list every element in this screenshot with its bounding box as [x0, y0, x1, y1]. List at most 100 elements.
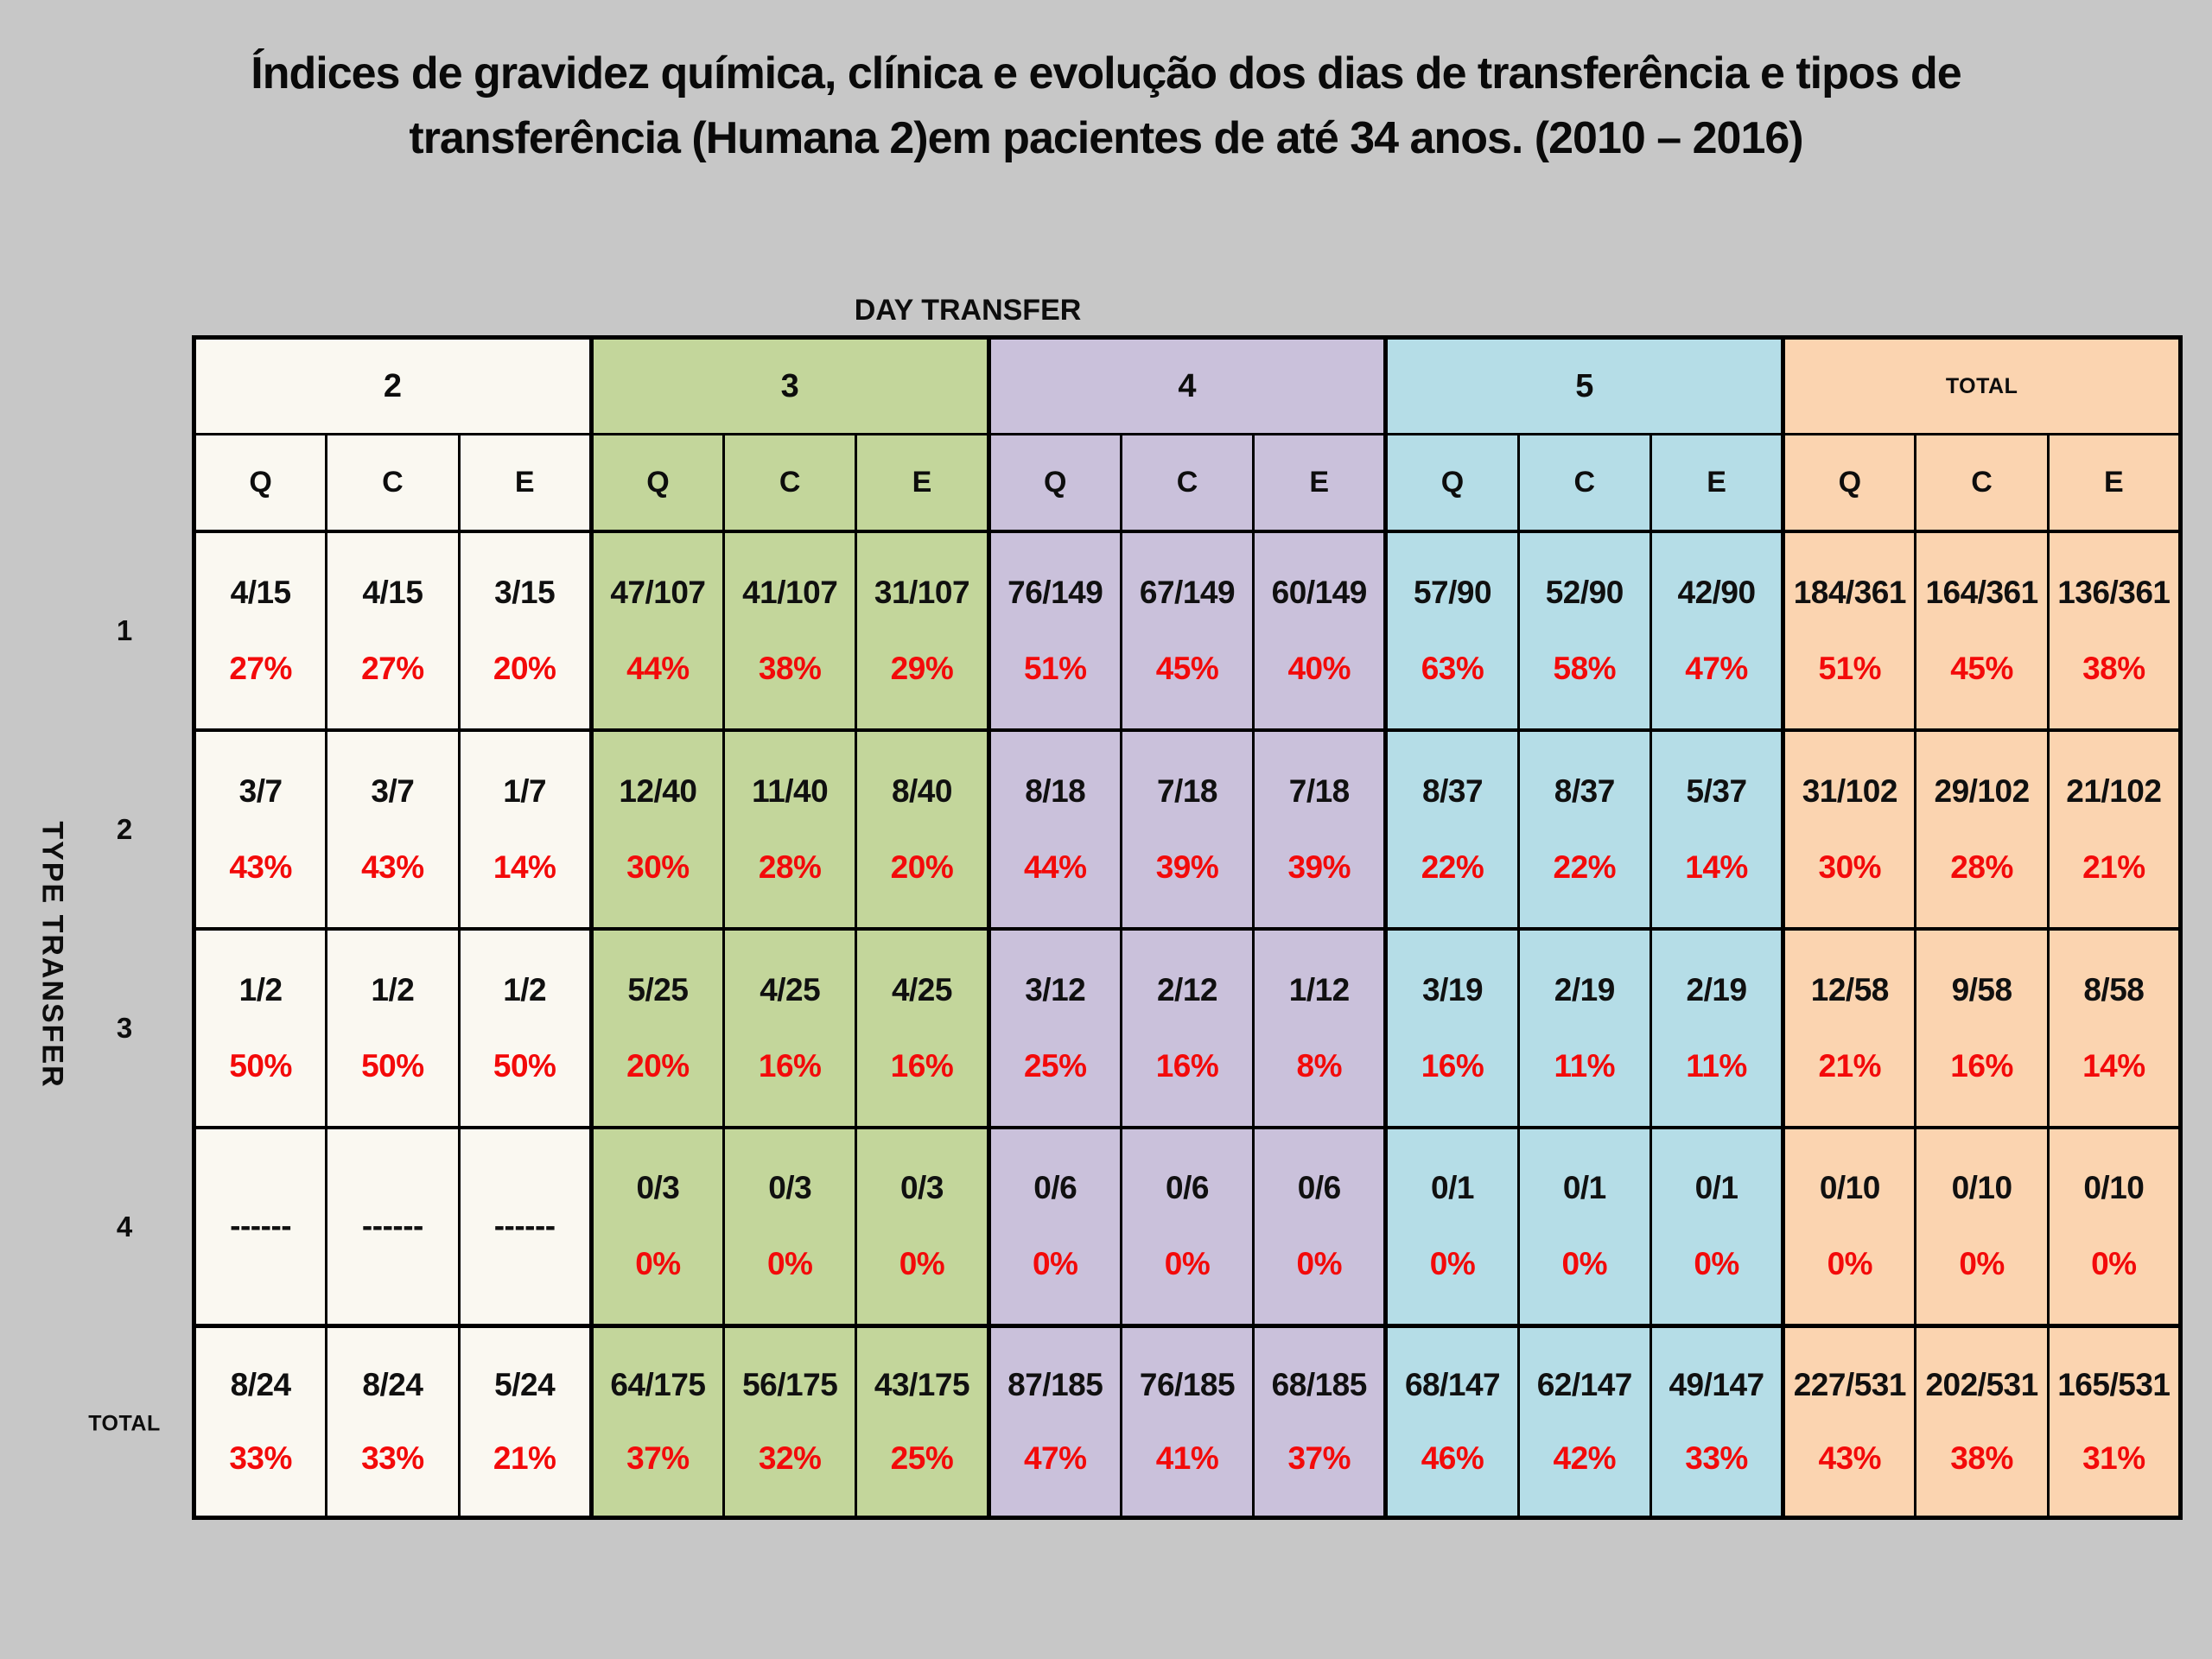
subcolumn-label: Q [1838, 465, 1862, 499]
table-row: 8/24 33% 8/24 33% 5/24 21% 64/175 37% 56/175 32% 4… [192, 1324, 2183, 1519]
pregnancy-rates-table: 2 3 4 5 TOTAL Q C E Q C E Q C E Q C E Q C E 4/15 27% 4/15 27%… [192, 335, 2183, 1520]
cell-percent: 38% [2082, 650, 2145, 686]
cell-fraction: 62/147 [1536, 1366, 1633, 1402]
cell-fraction: 0/6 [1033, 1170, 1077, 1206]
cell-percent: 37% [1287, 1440, 1351, 1477]
cell-fraction: 49/147 [1669, 1366, 1764, 1402]
cell-percent: 0% [1429, 1246, 1476, 1282]
cell-percent: 0% [1561, 1246, 1608, 1282]
subcolumn-header: Q [192, 433, 328, 532]
cell-content: 0/3 0% [594, 1130, 722, 1322]
cell-content: 0/6 0% [1122, 1130, 1252, 1322]
cell-fraction: ------ [230, 1208, 292, 1244]
cell-percent: 33% [1685, 1440, 1748, 1477]
cell-content: 0/3 0% [857, 1130, 986, 1322]
cell-fraction: 2/19 [1686, 971, 1748, 1007]
cell-content: 0/6 0% [991, 1130, 1120, 1322]
cell-percent: 63% [1421, 650, 1484, 686]
table-cell: 2/19 11% [1516, 926, 1652, 1128]
row-axis-label: TYPE TRANSFER [35, 821, 69, 1089]
cell-content: 31/107 29% [857, 535, 986, 727]
cell-percent: 14% [1685, 849, 1748, 885]
table-cell: 43/175 25% [855, 1324, 990, 1519]
subcolumn-label: E [1707, 465, 1726, 499]
table-cell: 3/19 16% [1383, 926, 1520, 1128]
cell-content: 1/2 50% [196, 932, 325, 1124]
subcolumn-header: E [2046, 433, 2183, 532]
cell-percent: 43% [1818, 1440, 1882, 1477]
cell-content: 227/531 43% [1785, 1330, 1914, 1515]
cell-content: 11/40 28% [725, 734, 855, 925]
cell-content: ------ [461, 1130, 589, 1322]
cell-fraction: ------ [493, 1208, 556, 1244]
cell-fraction: 1/2 [238, 971, 283, 1007]
cell-percent: 50% [361, 1047, 424, 1084]
cell-content: 8/58 14% [2050, 932, 2178, 1124]
cell-fraction: 57/90 [1413, 574, 1492, 610]
cell-percent: 30% [1818, 849, 1882, 885]
slide-title-line1: Índices de gravidez química, clínica e e… [251, 48, 1961, 99]
table-cell: 0/10 0% [1914, 1125, 2050, 1327]
cell-fraction: 8/24 [362, 1366, 423, 1402]
cell-percent: 0% [1694, 1246, 1739, 1282]
cell-percent: 37% [626, 1440, 690, 1477]
cell-fraction: 5/37 [1686, 772, 1748, 809]
subcolumn-header: C [1119, 433, 1255, 532]
cell-percent: 51% [1818, 650, 1882, 686]
cell-content: 2/12 16% [1122, 932, 1252, 1124]
cell-fraction: 8/58 [2083, 971, 2145, 1007]
cell-content: 43/175 25% [857, 1330, 986, 1515]
cell-content: 8/24 33% [327, 1330, 457, 1515]
cell-percent: 20% [890, 849, 954, 885]
table-cell: 64/175 37% [588, 1324, 726, 1519]
cell-fraction: 2/19 [1554, 971, 1616, 1007]
cell-fraction: 31/107 [874, 574, 970, 610]
column-group-label: 2 [383, 367, 402, 404]
subcolumn-label: C [1573, 465, 1596, 499]
cell-content: 4/15 27% [196, 535, 325, 727]
table-cell: 2/12 16% [1119, 926, 1255, 1128]
cell-percent: 50% [229, 1047, 292, 1084]
cell-percent: 16% [758, 1047, 822, 1084]
subcolumn-header: C [1516, 433, 1652, 532]
cell-fraction: 0/3 [636, 1170, 680, 1206]
cell-content: 68/185 37% [1255, 1330, 1383, 1515]
cell-fraction: 7/18 [1156, 772, 1218, 809]
column-group-header: 4 [986, 336, 1388, 435]
cell-fraction: 87/185 [1007, 1366, 1103, 1402]
table-cell: 9/58 16% [1914, 926, 2050, 1128]
cell-fraction: 8/37 [1422, 772, 1484, 809]
cell-fraction: 11/40 [752, 772, 829, 809]
table-cell: 42/90 47% [1649, 529, 1785, 731]
cell-fraction: 3/19 [1422, 971, 1484, 1007]
row-header-label: 2 [116, 813, 133, 845]
cell-fraction: 164/361 [1925, 574, 2038, 610]
cell-percent: 0% [1032, 1246, 1078, 1282]
table-cell: 56/175 32% [722, 1324, 858, 1519]
table-row: 4/15 27% 4/15 27% 3/15 20% 47/107 44% 41/107 38% 3… [192, 529, 2183, 731]
cell-content: 76/185 41% [1122, 1330, 1252, 1515]
table-cell: ------ [457, 1125, 593, 1327]
cell-content: 76/149 51% [991, 535, 1120, 727]
subcolumn-label: Q [1044, 465, 1067, 499]
cell-content: 4/25 16% [725, 932, 855, 1124]
cell-percent: 0% [899, 1246, 945, 1282]
table-cell: 165/531 31% [2046, 1324, 2183, 1519]
cell-content: 0/6 0% [1255, 1130, 1383, 1322]
table-cell: 76/149 51% [986, 529, 1122, 731]
cell-percent: 16% [890, 1047, 954, 1084]
cell-fraction: 68/185 [1271, 1366, 1368, 1402]
cell-fraction: 0/1 [1562, 1170, 1606, 1206]
table-cell: 4/25 16% [722, 926, 858, 1128]
column-group-label: TOTAL [1945, 373, 2018, 398]
cell-fraction: 1/2 [503, 971, 547, 1007]
table-cell: 76/185 41% [1119, 1324, 1255, 1519]
cell-content: 0/1 0% [1520, 1130, 1649, 1322]
cell-fraction: 0/10 [2083, 1170, 2145, 1206]
cell-content: 0/10 0% [1785, 1130, 1914, 1322]
cell-fraction: 12/58 [1810, 971, 1890, 1007]
cell-content: 2/19 11% [1520, 932, 1649, 1124]
cell-content: 41/107 38% [725, 535, 855, 727]
cell-content: 5/24 21% [461, 1330, 589, 1515]
cell-content: 21/102 21% [2050, 734, 2178, 925]
